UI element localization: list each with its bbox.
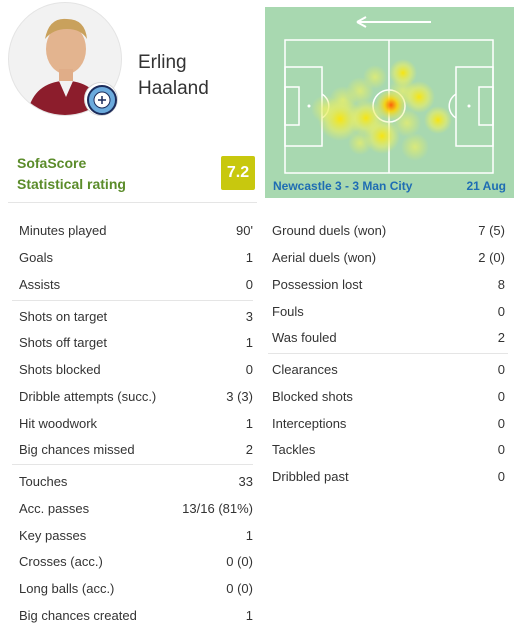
stat-value: 2 [245,442,253,457]
stat-row-hit-woodwork: Hit woodwork 1 [19,410,253,437]
stat-label: Clearances [272,362,338,377]
stat-label: Aerial duels (won) [272,250,377,265]
stat-value: 0 [497,469,505,484]
divider [8,202,257,203]
stat-row-goals: Goals 1 [19,244,253,271]
stat-label: Dribble attempts (succ.) [19,389,157,404]
stat-value: 0 [497,442,505,457]
stat-row-big-chances-missed: Big chances missed 2 [19,436,253,463]
stat-value: 1 [245,250,253,265]
stat-value: 90' [236,223,253,238]
stat-label: Acc. passes [19,501,90,516]
stat-row-big-chances-created: Big chances created 1 [19,602,253,629]
stat-label: Big chances missed [19,442,135,457]
stat-label: Possession lost [272,277,363,292]
stat-value: 1 [245,335,253,350]
stat-row-aerial-duels: Aerial duels (won) 2 (0) [272,244,505,271]
stat-value: 1 [245,608,253,623]
stat-label: Crosses (acc.) [19,554,103,569]
divider [12,464,253,465]
stat-label: Shots on target [19,309,108,324]
heat-blobs [311,59,452,161]
stat-value: 0 (0) [226,581,253,596]
stat-row-dribble-attempts: Dribble attempts (succ.) 3 (3) [19,383,253,410]
stat-row-interceptions: Interceptions 0 [272,410,505,437]
stat-value: 3 (3) [226,389,253,404]
stat-row-crosses: Crosses (acc.) 0 (0) [19,548,253,575]
rating-provider-label: SofaScore [17,155,87,171]
pitch-heatmap [284,16,494,174]
stat-row-tackles: Tackles 0 [272,436,505,463]
stat-label: Hit woodwork [19,416,98,431]
stat-value: 33 [238,474,253,489]
stat-value: 1 [245,416,253,431]
stat-label: Shots off target [19,335,107,350]
stat-label: Touches [19,474,68,489]
stat-label: Fouls [272,304,304,319]
stat-label: Minutes played [19,223,107,238]
stat-row-minutes-played: Minutes played 90' [19,217,253,244]
rating-value-badge: 7.2 [221,156,255,190]
stat-row-shots-on-target: Shots on target 3 [19,303,253,330]
stat-row-touches: Touches 33 [19,468,253,495]
stat-row-key-passes: Key passes 1 [19,522,253,549]
stat-value: 2 (0) [478,250,505,265]
arrow-left-icon [356,16,431,28]
match-link[interactable]: Newcastle 3 - 3 Man City [273,179,413,193]
divider [12,300,253,301]
stat-row-ground-duels: Ground duels (won) 7 (5) [272,217,505,244]
stat-row-blocked-shots: Blocked shots 0 [272,383,505,410]
stat-value: 0 [497,389,505,404]
stat-label: Blocked shots [272,389,353,404]
stat-value: 8 [497,277,505,292]
stat-label: Was fouled [272,330,337,345]
match-date: 21 Aug [466,179,506,193]
man-city-crest-icon [87,85,117,115]
stat-value: 2 [497,330,505,345]
stat-label: Interceptions [272,416,347,431]
stat-value: 7 (5) [478,223,505,238]
stat-value: 0 [245,362,253,377]
player-first-name: Erling [138,52,187,73]
stat-label: Long balls (acc.) [19,581,115,596]
stat-label: Key passes [19,528,87,543]
stat-label: Ground duels (won) [272,223,387,238]
stat-row-dribbled-past: Dribbled past 0 [272,463,505,490]
stat-value: 0 [497,416,505,431]
stat-value: 3 [245,309,253,324]
stat-value: 0 [497,304,505,319]
stat-value: 0 [245,277,253,292]
rating-title-label: Statistical rating [17,176,126,192]
stat-value: 1 [245,528,253,543]
stat-label: Assists [19,277,61,292]
stat-row-assists: Assists 0 [19,271,253,298]
heatmap-card: Newcastle 3 - 3 Man City 21 Aug [265,7,514,198]
stat-row-shots-blocked: Shots blocked 0 [19,356,253,383]
club-badge [84,82,118,116]
stat-label: Big chances created [19,608,137,623]
player-last-name: Haaland [138,78,209,99]
stat-label: Dribbled past [272,469,349,484]
divider [268,353,508,354]
stat-value: 13/16 (81%) [182,501,253,516]
stat-row-long-balls: Long balls (acc.) 0 (0) [19,575,253,602]
stat-value: 0 [497,362,505,377]
stat-label: Tackles [272,442,316,457]
stat-row-shots-off-target: Shots off target 1 [19,329,253,356]
stat-row-possession-lost: Possession lost 8 [272,271,505,298]
stat-label: Shots blocked [19,362,101,377]
stat-row-clearances: Clearances 0 [272,356,505,383]
stat-row-fouls: Fouls 0 [272,298,505,325]
stat-label: Goals [19,250,53,265]
stat-value: 0 (0) [226,554,253,569]
stat-row-accurate-passes: Acc. passes 13/16 (81%) [19,495,253,522]
stat-row-was-fouled: Was fouled 2 [272,324,505,351]
